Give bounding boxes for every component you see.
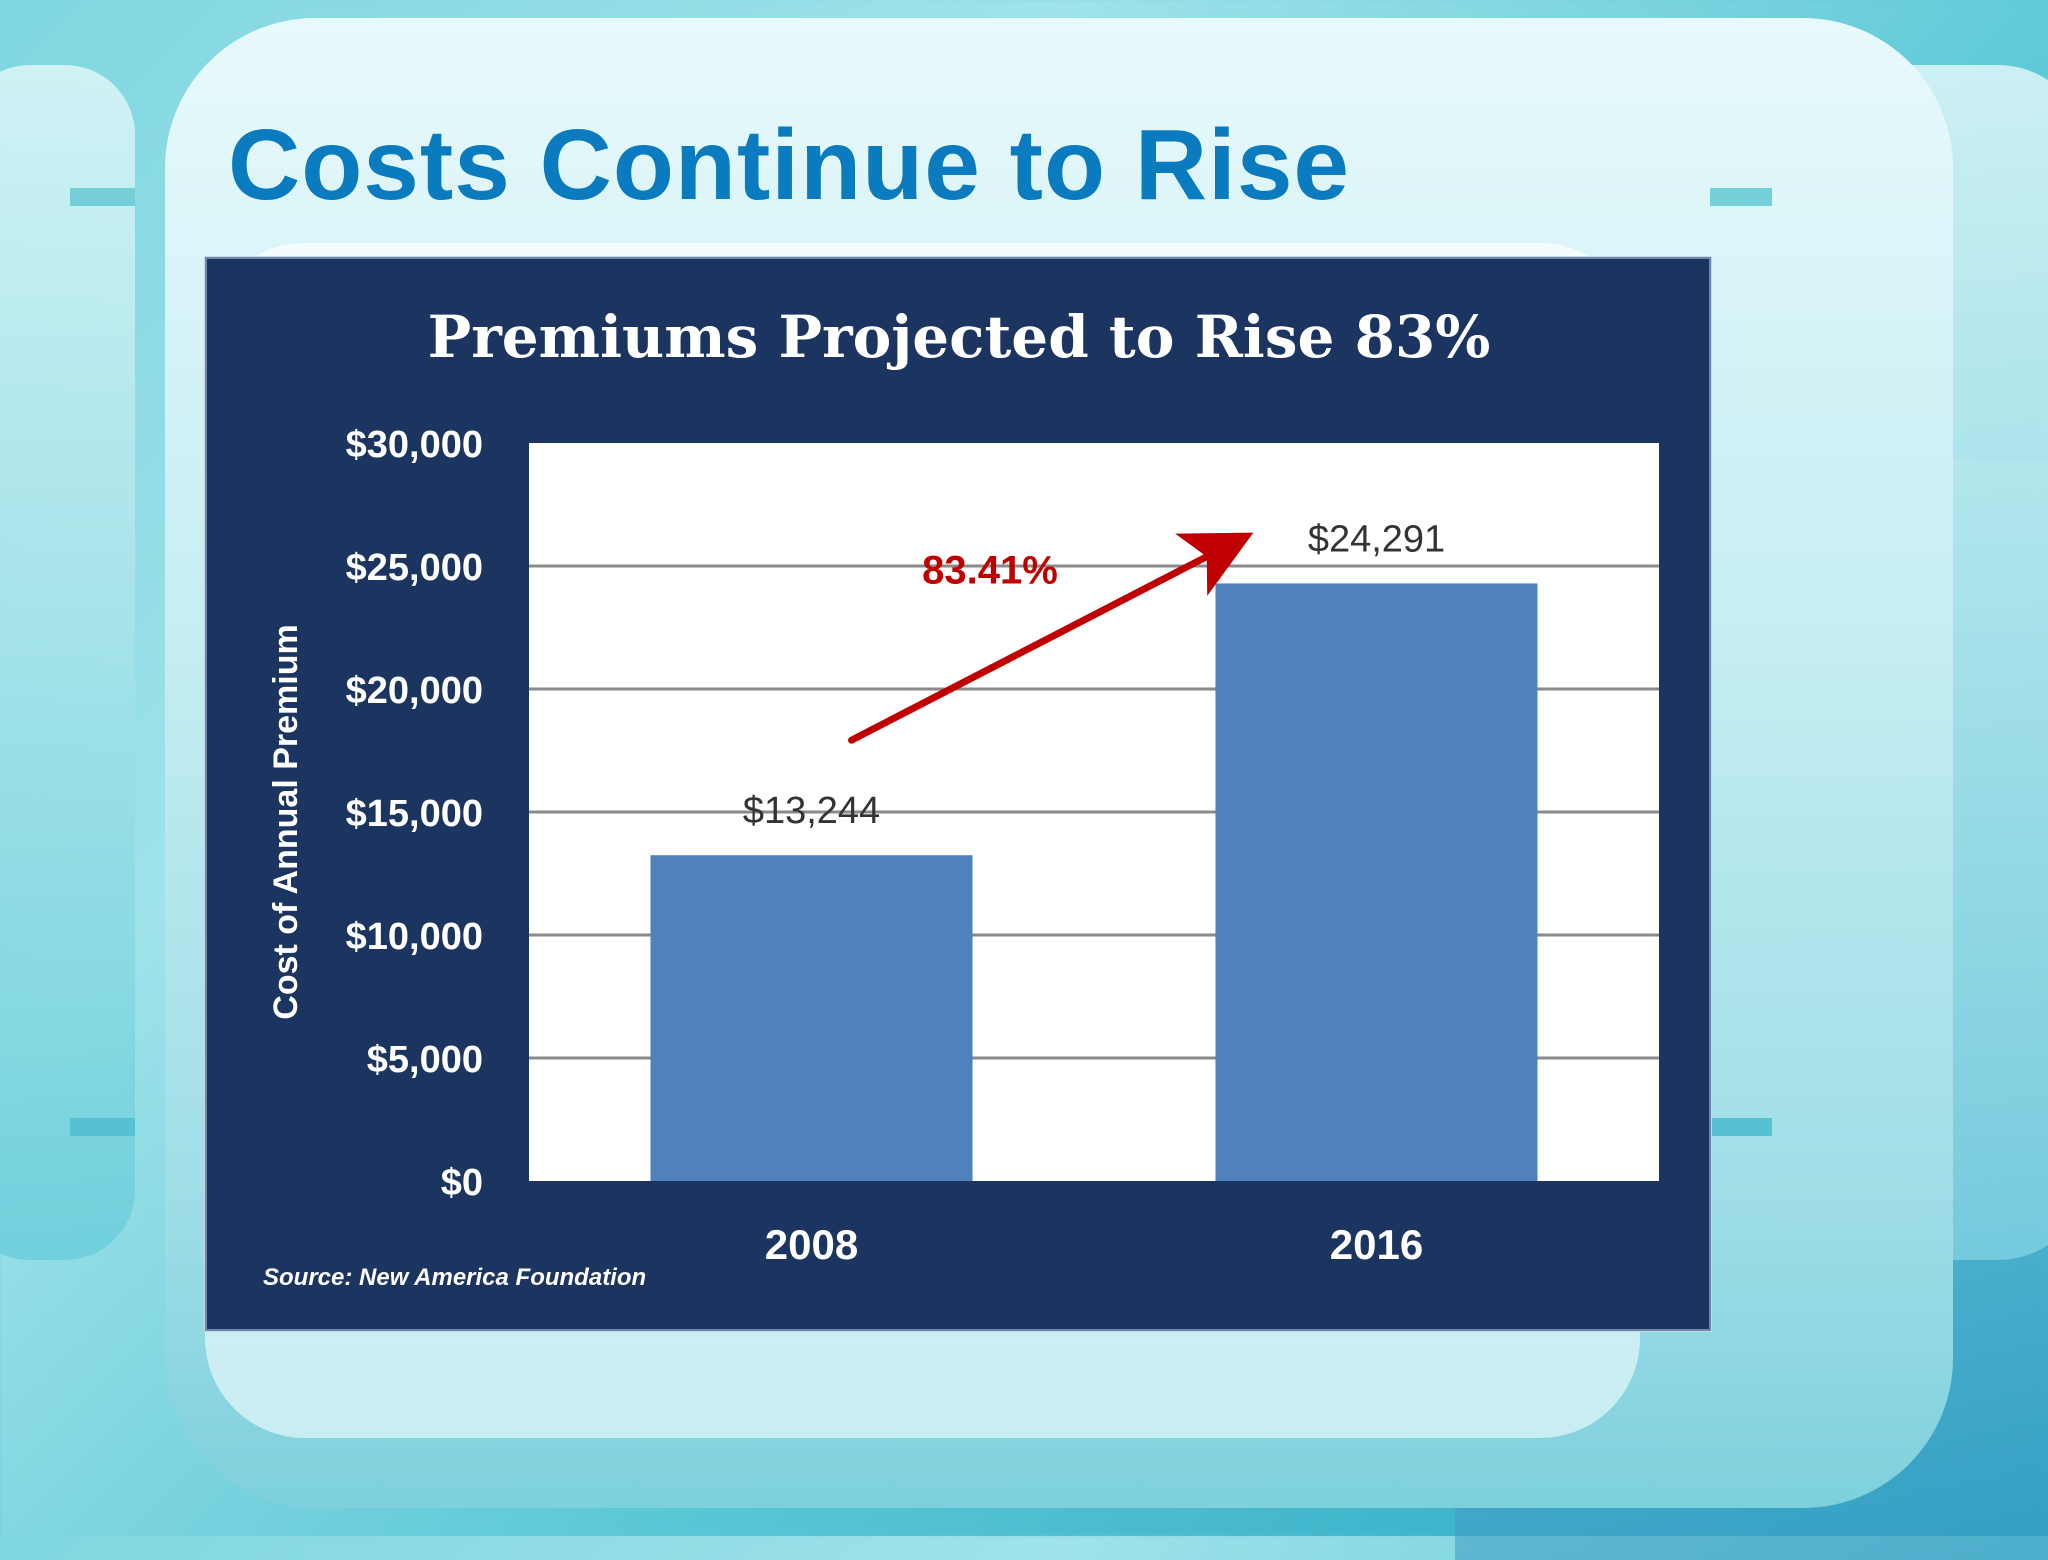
bars <box>650 583 1538 1181</box>
x-axis-ticks: 2008 2016 <box>765 1221 1423 1268</box>
data-labels: $13,244 $24,291 <box>743 518 1445 832</box>
x-tick-label: 2008 <box>765 1221 858 1268</box>
y-tick-label: $15,000 <box>346 793 483 835</box>
decor-tick <box>70 1118 135 1136</box>
growth-annotation: 83.41% <box>922 548 1058 592</box>
y-tick-label: $5,000 <box>367 1039 483 1081</box>
decor-tick <box>1710 188 1772 206</box>
data-label: $24,291 <box>1308 518 1445 560</box>
bar-2016 <box>1215 583 1538 1181</box>
decor-tick <box>1710 1118 1772 1136</box>
source-note: Source: New America Foundation <box>263 1264 646 1291</box>
y-axis-ticks: $0 $5,000 $10,000 $15,000 $20,000 $25,000 $30,… <box>346 424 483 1204</box>
chart-title: Premiums Projected to Rise 83% <box>428 303 1491 371</box>
y-tick-label: $10,000 <box>346 916 483 958</box>
y-tick-label: $20,000 <box>346 670 483 712</box>
background-panel-left <box>0 65 135 1260</box>
x-tick-label: 2016 <box>1330 1221 1423 1268</box>
slide-title: Costs Continue to Rise <box>228 109 1351 221</box>
y-axis-label: Cost of Annual Premium <box>267 624 305 1019</box>
data-label: $13,244 <box>743 790 880 832</box>
bar-chart: Premiums Projected to Rise 83% $0$5,000$… <box>207 259 1709 1329</box>
y-tick-label: $30,000 <box>346 424 483 466</box>
bar-2008 <box>650 855 973 1181</box>
y-tick-label: $25,000 <box>346 547 483 589</box>
y-tick-label: $0 <box>441 1162 483 1204</box>
trend-arrow <box>848 532 1254 744</box>
decor-tick <box>70 188 135 206</box>
chart-image: Premiums Projected to Rise 83% $0 $5,000 $… <box>205 257 1711 1331</box>
